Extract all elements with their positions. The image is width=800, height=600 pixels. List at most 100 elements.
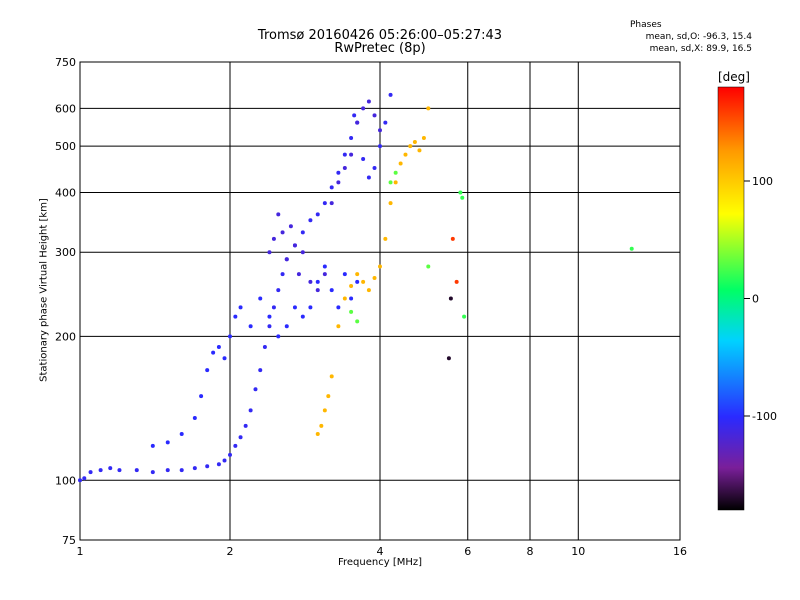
data-point <box>179 468 184 473</box>
phase-stat-o: mean, sd,O: -96.3, 15.4 <box>645 32 752 42</box>
data-point <box>388 92 393 97</box>
data-point <box>308 218 313 223</box>
data-point <box>326 394 331 399</box>
data-point <box>629 246 634 251</box>
data-point <box>243 423 248 428</box>
data-point <box>82 476 87 481</box>
data-point <box>296 272 301 277</box>
y-tick-labels: 75 100 200 300 400 500 600 750 <box>55 56 76 547</box>
data-point <box>150 443 155 448</box>
data-point <box>258 368 263 373</box>
data-point <box>134 468 139 473</box>
y-tick-label: 100 <box>55 474 76 487</box>
data-point <box>253 387 258 392</box>
data-point <box>165 468 170 473</box>
data-point <box>454 279 459 284</box>
data-point <box>300 250 305 255</box>
data-point <box>238 435 243 440</box>
x-tick-label: 6 <box>464 545 471 558</box>
data-point <box>329 374 334 379</box>
colorbar-tick-label: 100 <box>752 175 773 188</box>
data-point <box>238 305 243 310</box>
data-point <box>276 212 281 217</box>
data-point <box>222 458 227 463</box>
chart-title: Tromsø 20160426 05:26:00–05:27:43 <box>257 28 503 43</box>
data-point <box>372 166 377 171</box>
data-point <box>398 161 403 166</box>
data-point <box>308 305 313 310</box>
data-point <box>205 464 210 469</box>
data-point <box>300 230 305 235</box>
x-tick-label: 1 <box>77 545 84 558</box>
chart-subtitle: RwPretec (8p) <box>334 41 426 56</box>
data-point <box>329 185 334 190</box>
colorbar-tick-label: -100 <box>752 410 777 423</box>
data-point <box>417 148 422 153</box>
data-point <box>355 319 360 324</box>
data-point <box>233 443 238 448</box>
data-point <box>192 415 197 420</box>
data-point <box>388 180 393 185</box>
data-point <box>284 257 289 262</box>
data-point <box>378 264 382 269</box>
data-point <box>271 305 276 310</box>
data-point <box>228 334 232 339</box>
data-point <box>378 144 382 149</box>
data-point <box>315 431 320 436</box>
data-point <box>288 224 293 229</box>
data-point <box>258 296 263 301</box>
data-point <box>426 106 431 111</box>
data-point <box>361 157 366 162</box>
data-point <box>383 120 388 125</box>
data-point <box>276 288 281 293</box>
y-tick-label: 200 <box>55 330 76 343</box>
data-point <box>315 288 320 293</box>
phases-heading: Phases <box>630 20 662 30</box>
data-point <box>336 324 341 329</box>
data-point <box>322 201 327 206</box>
y-tick-label: 600 <box>55 102 76 115</box>
data-point <box>117 468 122 473</box>
data-point <box>336 170 341 175</box>
data-point <box>349 309 354 314</box>
data-point <box>233 314 238 319</box>
y-tick-label: 75 <box>62 534 76 547</box>
data-point <box>199 394 204 399</box>
x-tick-label: 10 <box>571 545 585 558</box>
data-point <box>179 431 184 436</box>
data-point <box>361 279 366 284</box>
data-point <box>280 272 285 277</box>
data-point <box>446 356 451 361</box>
data-point <box>108 466 113 471</box>
data-point <box>276 334 281 339</box>
data-point <box>248 324 253 329</box>
data-point <box>267 250 272 255</box>
data-point <box>349 136 354 141</box>
y-tick-label: 500 <box>55 140 76 153</box>
data-point <box>322 408 327 413</box>
data-point <box>352 113 357 118</box>
data-point <box>329 201 334 206</box>
data-point <box>216 462 221 467</box>
data-point <box>222 356 227 361</box>
data-point <box>366 175 371 180</box>
data-point <box>355 279 360 284</box>
y-tick-label: 400 <box>55 186 76 199</box>
phase-stat-x: mean, sd,X: 89.9, 16.5 <box>649 44 752 54</box>
data-point <box>150 470 155 475</box>
data-point <box>412 140 417 145</box>
data-point <box>319 423 324 428</box>
data-point <box>248 408 253 413</box>
data-points <box>78 92 634 483</box>
data-point <box>393 170 398 175</box>
data-point <box>458 190 463 195</box>
data-point <box>165 440 170 445</box>
x-tick-label: 16 <box>673 545 687 558</box>
data-point <box>88 470 93 475</box>
data-point <box>342 152 347 157</box>
data-point <box>450 236 455 241</box>
data-point <box>267 324 272 329</box>
data-point <box>355 120 360 125</box>
data-point <box>349 152 354 157</box>
